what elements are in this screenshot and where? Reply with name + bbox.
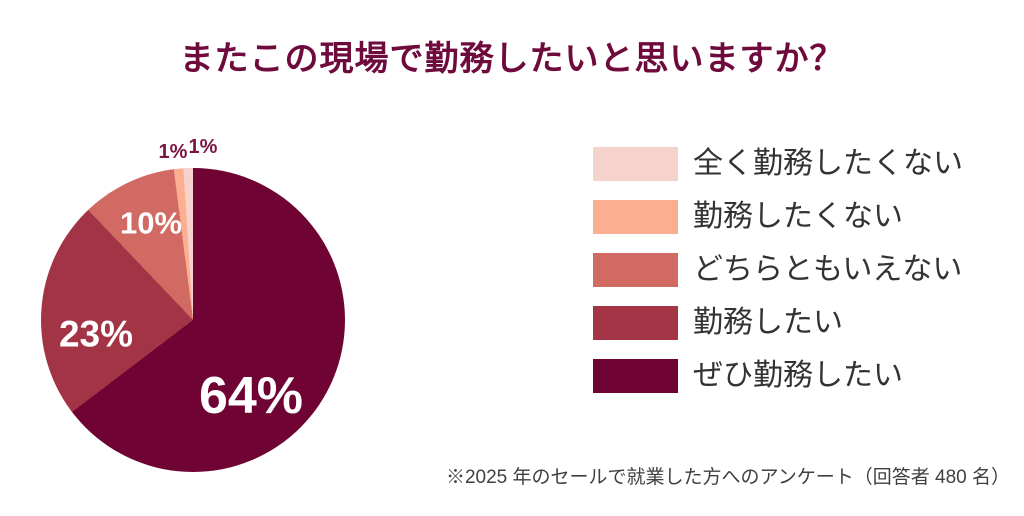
legend-swatch [593,359,678,393]
legend-row: ぜひ勤務したい [593,359,963,393]
footnote: ※2025 年のセールで就業した方へのアンケート（回答者 480 名） [445,467,1010,488]
legend-swatch [593,147,678,181]
legend-label: ぜひ勤務したい [693,359,903,392]
legend: 全く勤務したくない 勤務したくない どちらともいえない 勤務したい ぜひ勤務した… [593,147,963,393]
slice-label-2: 10% [119,205,183,241]
legend-row: 勤務したい [593,306,963,340]
pie-chart [41,168,345,472]
slice-label-1: 23% [58,313,134,355]
legend-row: どちらともいえない [593,253,963,287]
legend-label: どちらともいえない [693,253,963,286]
legend-label: 勤務したい [693,306,843,339]
legend-row: 全く勤務したくない [593,147,963,181]
legend-label: 勤務したくない [693,200,903,233]
legend-swatch [593,306,678,340]
page-title: またこの現場で勤務したいと思いますか？ [179,40,845,78]
slice-label-3: 1% [158,141,188,163]
slice-label-0: 64% [198,367,304,425]
legend-label: 全く勤務したくない [693,147,963,180]
pie-chart-area: 64% 23% 10% 1% 1% [41,137,345,472]
legend-swatch [593,200,678,234]
legend-swatch [593,253,678,287]
legend-row: 勤務したくない [593,200,963,234]
slice-label-4: 1% [188,136,218,158]
